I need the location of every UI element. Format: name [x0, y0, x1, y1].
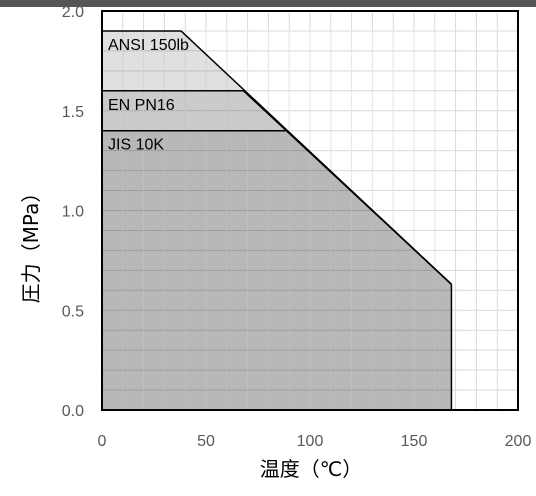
label-layer: ANSI 150lb EN PN16 JIS 10K	[108, 37, 189, 154]
y-tick-label: 2.0	[62, 4, 84, 21]
y-tick-label: 0.0	[62, 403, 84, 420]
tick-layer: 0 50 100 150 200 0.0 0.5 1.0 1.5 2.0	[62, 4, 532, 450]
y-axis-title: 圧力（MPa）	[19, 183, 43, 304]
series-label: EN PN16	[108, 97, 175, 114]
series-line-slope	[286, 130, 452, 285]
region-ansi-150lb	[102, 30, 452, 410]
frame-layer	[101, 10, 519, 411]
y-tick-label: 1.0	[62, 204, 84, 221]
x-tick-label: 200	[505, 433, 532, 450]
y-tick-label: 0.5	[62, 303, 84, 320]
top-bar	[0, 0, 536, 7]
region-jis-10k	[102, 130, 452, 410]
x-tick-label: 0	[98, 433, 107, 450]
plot-frame	[101, 10, 519, 411]
grid-layer	[102, 11, 518, 410]
area-layer	[102, 30, 452, 411]
series-label: ANSI 150lb	[108, 37, 189, 54]
x-tick-label: 50	[197, 433, 215, 450]
x-tick-label: 150	[401, 433, 428, 450]
x-axis-title: 温度（℃）	[260, 457, 362, 481]
region-en-pn16	[102, 90, 452, 411]
x-tick-label: 100	[297, 433, 324, 450]
y-tick-label: 1.5	[62, 104, 84, 121]
series-label: JIS 10K	[108, 137, 164, 154]
